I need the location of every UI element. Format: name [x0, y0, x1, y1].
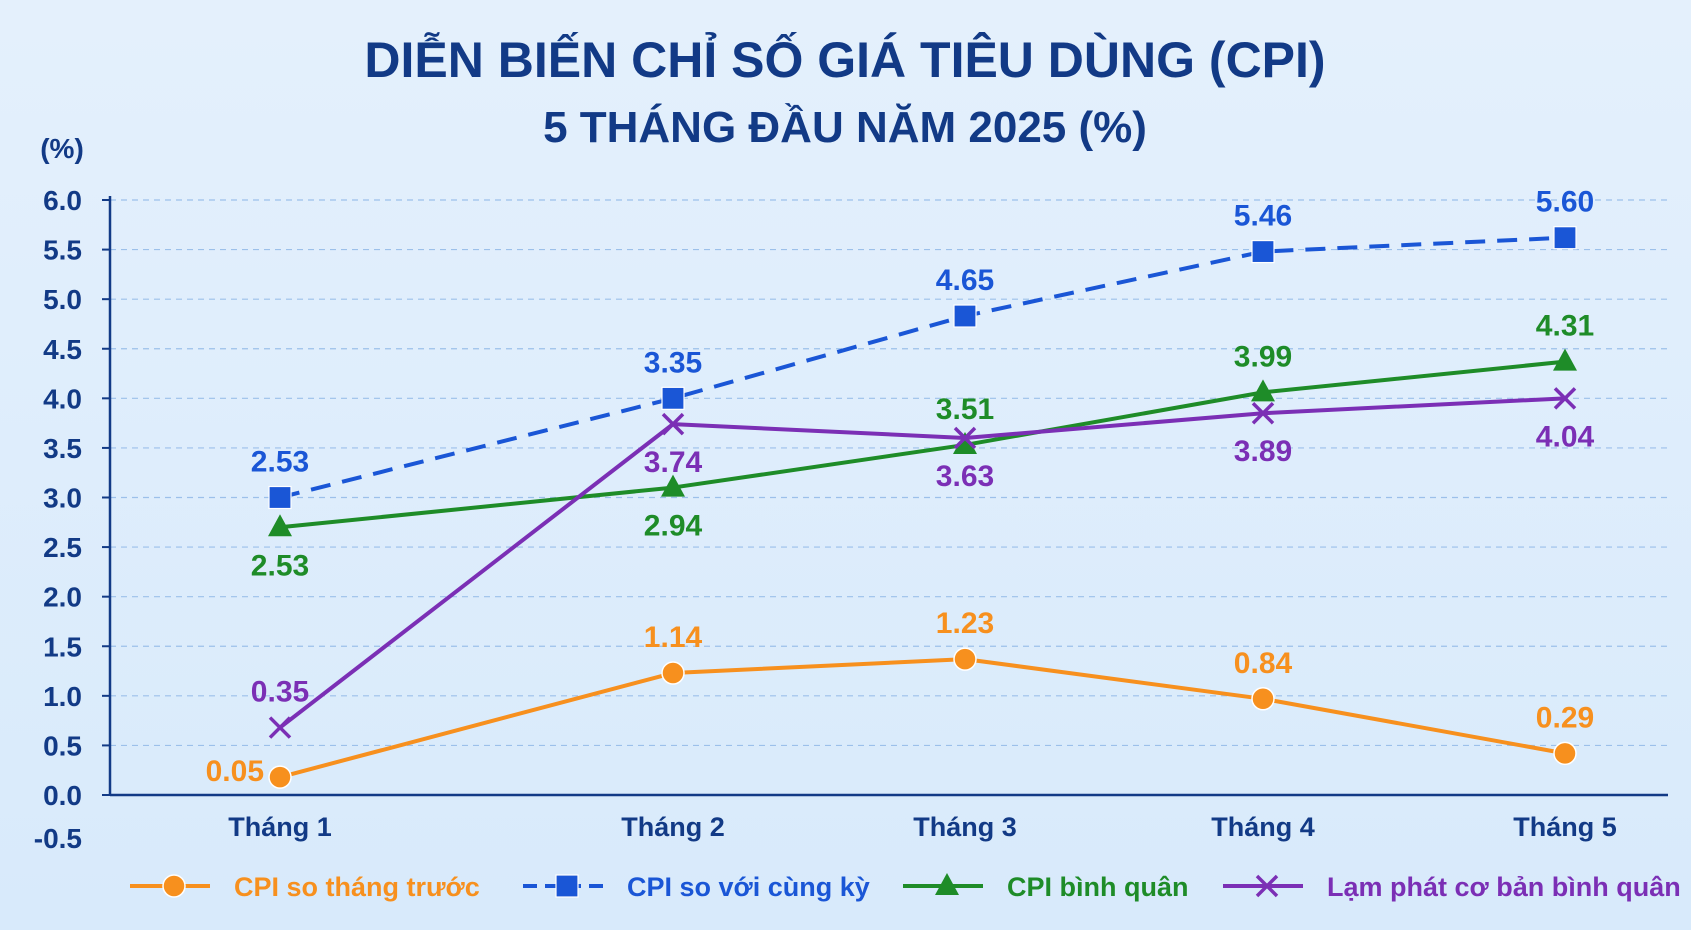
legend: CPI so tháng trước CPI so với cùng kỳ CPI … [130, 872, 1681, 902]
data-point-triangle [1251, 379, 1275, 402]
legend-marker-triangle [935, 873, 959, 895]
y-tick-labels: 6.0 5.5 5.0 4.5 4.0 3.5 3.0 2.5 2.0 1.5 1.0 0.5 0.0 -… [34, 185, 82, 854]
data-point-circle [1553, 741, 1577, 766]
x-tick-label: Tháng 5 [1513, 812, 1617, 842]
data-point-x [1251, 401, 1275, 425]
series-cpi-so-thang-truoc: 0.05 1.14 1.23 0.84 0.29 [206, 607, 1594, 789]
legend-item-cpi-so-voi-cung-ky: CPI so với cùng kỳ [523, 872, 870, 902]
y-tick-label: 5.5 [43, 235, 82, 266]
data-label: 5.60 [1536, 186, 1594, 219]
axes [102, 196, 1668, 797]
legend-label: CPI so với cùng kỳ [627, 872, 870, 902]
y-tick-label: 1.0 [43, 681, 82, 712]
y-tick-label: 3.0 [43, 483, 82, 514]
data-point-x [1553, 387, 1577, 410]
data-label: 3.51 [936, 393, 994, 426]
y-tick-label: -0.5 [34, 823, 82, 854]
data-label: 3.74 [644, 446, 703, 479]
data-label: 4.65 [936, 264, 994, 297]
series-cpi-binh-quan: 2.53 2.94 3.51 3.99 4.31 [251, 310, 1594, 583]
data-point-x [661, 412, 685, 436]
y-tick-label: 3.5 [43, 433, 82, 464]
data-label: 4.04 [1536, 420, 1595, 453]
legend-label: Lạm phát cơ bản bình quân [1327, 872, 1681, 902]
y-tick-label: 4.5 [43, 334, 82, 365]
data-label: 1.23 [936, 607, 994, 640]
legend-item-cpi-so-thang-truoc: CPI so tháng trước [130, 872, 480, 902]
data-point-x [268, 716, 292, 739]
series-line [279, 235, 1566, 500]
y-tick-label: 0.5 [43, 730, 82, 761]
series-line [279, 657, 1566, 780]
grid-lines [110, 199, 1668, 796]
data-point-circle [268, 765, 292, 789]
data-label: 0.35 [251, 676, 309, 709]
data-label: 2.53 [251, 549, 309, 582]
data-label: 0.05 [206, 755, 264, 788]
data-label: 3.89 [1234, 435, 1292, 468]
x-tick-labels: Tháng 1 Tháng 2 Tháng 3 Tháng 4 Tháng 5 [228, 812, 1617, 842]
data-point-triangle [1553, 348, 1577, 371]
data-point-triangle [268, 514, 292, 537]
data-point-x [953, 426, 977, 450]
x-tick-label: Tháng 3 [913, 812, 1017, 842]
legend-item-lam-phat-co-ban-binh-quan: Lạm phát cơ bản bình quân [1223, 872, 1681, 902]
data-point-square [1251, 239, 1275, 264]
series-lam-phat-co-ban-binh-quan: 0.35 3.74 3.63 3.89 4.04 [251, 387, 1595, 739]
x-tick-label: Tháng 4 [1211, 812, 1315, 842]
y-tick-label: 1.5 [43, 631, 82, 662]
data-label: 3.63 [936, 460, 994, 493]
legend-marker-circle [162, 874, 186, 898]
data-point-circle [1251, 687, 1275, 711]
x-tick-label: Tháng 2 [621, 812, 725, 842]
y-tick-label: 2.5 [43, 532, 82, 563]
data-label: 1.14 [644, 621, 703, 654]
data-label: 3.35 [644, 346, 702, 379]
y-tick-label: 5.0 [43, 284, 82, 315]
legend-marker-square [555, 874, 579, 898]
data-label: 0.29 [1536, 701, 1594, 734]
y-tick-label: 4.0 [43, 383, 82, 414]
legend-label: CPI bình quân [1007, 872, 1189, 902]
data-point-circle [953, 647, 977, 671]
data-point-triangle [953, 431, 977, 454]
legend-item-cpi-binh-quan: CPI bình quân [903, 872, 1189, 902]
x-tick-label: Tháng 1 [228, 812, 332, 842]
data-point-square [661, 386, 685, 410]
y-tick-label: 6.0 [43, 185, 82, 216]
data-label: 2.53 [251, 446, 309, 479]
data-point-triangle [661, 474, 685, 497]
data-label: 3.99 [1234, 340, 1292, 373]
legend-label: CPI so tháng trước [234, 872, 480, 902]
data-label: 5.46 [1234, 200, 1292, 233]
y-tick-label: 0.0 [43, 780, 82, 811]
data-point-circle [661, 661, 685, 685]
y-tick-label: 2.0 [43, 582, 82, 613]
data-label: 0.84 [1234, 647, 1293, 680]
y-axis-unit-label: (%) [40, 133, 84, 164]
data-point-square [953, 304, 977, 328]
series-line [279, 359, 1566, 530]
data-label: 2.94 [644, 510, 703, 543]
series-group: 0.05 1.14 1.23 0.84 0.29 2.53 3.35 4.65 5.46 5.60… [206, 186, 1595, 789]
chart-title: DIỄN BIẾN CHỈ SỐ GIÁ TIÊU DÙNG (CPI) [364, 31, 1325, 88]
data-point-square [1553, 226, 1577, 250]
series-cpi-so-voi-cung-ky: 2.53 3.35 4.65 5.46 5.60 [251, 186, 1594, 510]
data-point-square [268, 485, 292, 510]
legend-marker-x [1255, 874, 1279, 898]
chart-subtitle: 5 THÁNG ĐẦU NĂM 2025 (%) [543, 102, 1147, 152]
data-label: 4.31 [1536, 310, 1594, 343]
